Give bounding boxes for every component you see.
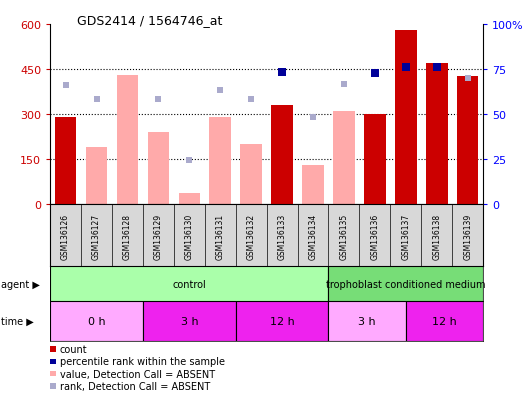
Text: trophoblast conditioned medium: trophoblast conditioned medium: [326, 279, 486, 289]
Bar: [117, 76, 138, 204]
Text: control: control: [173, 279, 206, 289]
Bar: [328, 301, 406, 341]
Text: GSM136139: GSM136139: [463, 214, 472, 260]
Text: GSM136126: GSM136126: [61, 214, 70, 260]
Text: GSM136130: GSM136130: [185, 214, 194, 260]
Text: 0 h: 0 h: [88, 316, 106, 326]
Text: 12 h: 12 h: [270, 316, 295, 326]
Text: value, Detection Call = ABSENT: value, Detection Call = ABSENT: [60, 369, 215, 379]
Text: 12 h: 12 h: [432, 316, 457, 326]
Bar: [328, 266, 483, 301]
Text: GSM136132: GSM136132: [247, 214, 256, 260]
Text: count: count: [60, 344, 88, 354]
Bar: [50, 266, 328, 301]
Text: GSM136129: GSM136129: [154, 214, 163, 260]
Bar: [406, 301, 483, 341]
Text: 3 h: 3 h: [181, 316, 198, 326]
Text: GSM136128: GSM136128: [123, 214, 132, 260]
Bar: [50, 301, 143, 341]
Text: GSM136134: GSM136134: [308, 214, 317, 260]
Bar: [457, 77, 478, 204]
Bar: [426, 64, 448, 204]
Bar: [333, 112, 355, 204]
Bar: [395, 31, 417, 204]
Text: GSM136133: GSM136133: [278, 214, 287, 260]
Text: 3 h: 3 h: [359, 316, 376, 326]
Text: GDS2414 / 1564746_at: GDS2414 / 1564746_at: [77, 14, 222, 27]
Text: agent ▶: agent ▶: [1, 279, 40, 289]
Text: rank, Detection Call = ABSENT: rank, Detection Call = ABSENT: [60, 381, 210, 391]
Text: GSM136137: GSM136137: [401, 214, 410, 260]
Bar: [240, 145, 262, 204]
Bar: [271, 106, 293, 204]
Bar: [178, 194, 200, 204]
Text: GSM136127: GSM136127: [92, 214, 101, 260]
Text: percentile rank within the sample: percentile rank within the sample: [60, 356, 225, 366]
Text: time ▶: time ▶: [1, 316, 34, 326]
Bar: [364, 114, 385, 204]
Bar: [55, 118, 77, 204]
Bar: [147, 133, 169, 204]
Text: GSM136131: GSM136131: [216, 214, 225, 260]
Bar: [143, 301, 235, 341]
Bar: [235, 301, 328, 341]
Bar: [302, 166, 324, 204]
Text: GSM136138: GSM136138: [432, 214, 441, 260]
Text: GSM136135: GSM136135: [340, 214, 348, 260]
Text: GSM136136: GSM136136: [370, 214, 380, 260]
Bar: [210, 118, 231, 204]
Bar: [86, 147, 107, 204]
